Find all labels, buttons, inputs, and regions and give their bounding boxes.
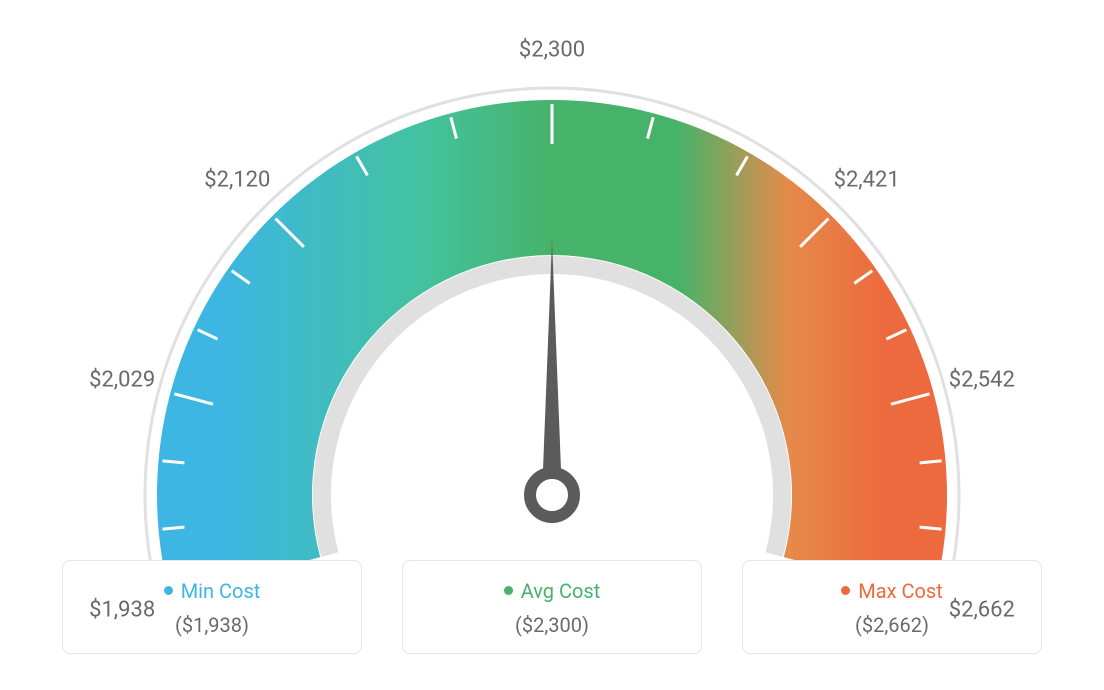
gauge-svg [0,0,1104,560]
legend-max-text: Max Cost [858,579,943,603]
gauge-tick-label: $2,542 [949,367,1015,392]
gauge-tick-label: $2,029 [89,367,155,392]
legend-label-avg: Avg Cost [413,579,691,603]
gauge-chart: $1,938$2,029$2,120$2,300$2,421$2,542$2,6… [0,0,1104,560]
gauge-tick-label: $2,300 [519,38,585,63]
legend-dot-avg [504,586,513,595]
legend-value-avg: ($2,300) [413,613,691,637]
gauge-tick-label: $2,421 [834,168,900,193]
gauge-tick-label: $1,938 [89,598,155,623]
legend-avg-text: Avg Cost [521,579,601,603]
legend-dot-min [164,586,173,595]
legend-row: Min Cost ($1,938) Avg Cost ($2,300) Max … [0,560,1104,674]
legend-min-text: Min Cost [181,579,261,603]
legend-card-avg: Avg Cost ($2,300) [402,560,702,654]
legend-dot-max [841,586,850,595]
gauge-tick-label: $2,662 [949,598,1015,623]
gauge-tick-label: $2,120 [204,168,270,193]
